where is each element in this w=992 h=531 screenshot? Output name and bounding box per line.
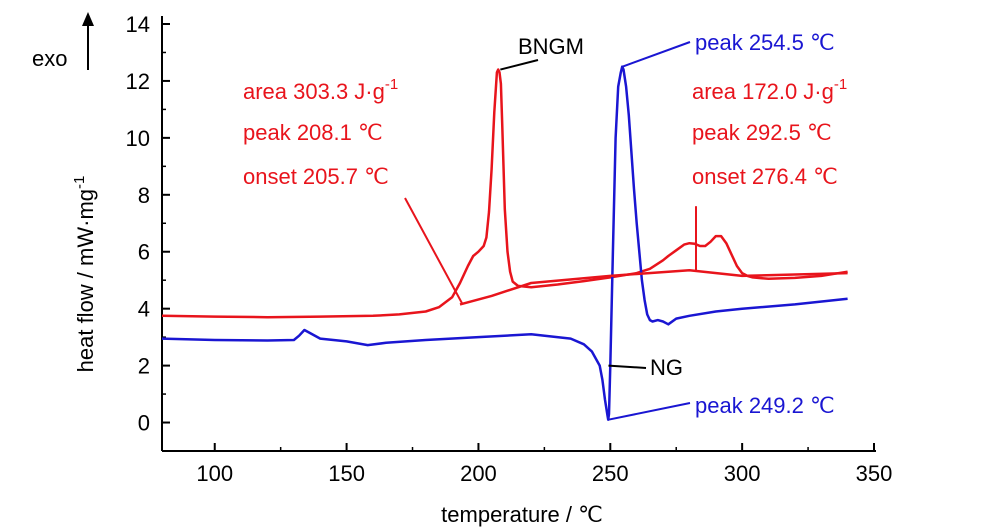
- bngm-peak2-onset: onset 276.4 ℃: [692, 164, 838, 189]
- x-tick-label: 200: [460, 461, 497, 486]
- leader-ng-endo: [608, 402, 691, 421]
- series-line-bngm: [161, 68, 848, 319]
- ng-endo-peak: peak 249.2 ℃: [695, 393, 835, 418]
- y-tick-label: 14: [126, 12, 150, 37]
- series-line-ng: [161, 65, 848, 421]
- x-tick-label: 250: [592, 461, 629, 486]
- y-axis-label-group: heat flow / mW·mg-1: [71, 176, 98, 373]
- y-tick-label: 6: [138, 240, 150, 265]
- exo-label: exo: [32, 46, 67, 71]
- leader-onset-1: [404, 197, 464, 305]
- svg-text:heat flow / mW·mg-1: heat flow / mW·mg-1: [71, 176, 98, 373]
- bngm-peak1-area: area 303.3 J·g-1: [243, 76, 398, 104]
- bngm-peak2-peak: peak 292.5 ℃: [692, 120, 832, 145]
- tick-labels: 100 150 200 250 300 350 0 2 4 6 8 10 12 14: [126, 12, 893, 486]
- bngm-peak1-peak: peak 208.1 ℃: [243, 120, 383, 145]
- leader-bngm: [500, 59, 539, 71]
- y-tick-label: 4: [138, 297, 150, 322]
- ng-exo-peak: peak 254.5 ℃: [695, 30, 835, 55]
- exo-arrow-icon: [82, 12, 94, 70]
- y-tick-label: 8: [138, 183, 150, 208]
- series-line-baseline-2: [459, 268, 848, 306]
- y-tick-label: 12: [126, 69, 150, 94]
- x-axis-label: temperature / ℃: [441, 502, 603, 527]
- x-tick-label: 300: [724, 461, 761, 486]
- leader-ng: [608, 364, 647, 369]
- x-tick-label: 100: [196, 461, 233, 486]
- y-axis-label: heat flow / mW·mg: [73, 189, 98, 372]
- label-ng: NG: [650, 355, 683, 380]
- bngm-peak1-onset: onset 205.7 ℃: [243, 164, 389, 189]
- leader-ng-exo: [622, 41, 691, 68]
- bngm-peak2-area: area 172.0 J·g-1: [692, 76, 847, 104]
- y-tick-label: 2: [138, 354, 150, 379]
- label-bngm: BNGM: [518, 34, 584, 59]
- y-tick-label: 0: [138, 411, 150, 436]
- axes: [161, 16, 876, 452]
- annotation-leaders: [404, 41, 697, 421]
- x-tick-label: 350: [856, 461, 893, 486]
- x-tick-label: 150: [328, 461, 365, 486]
- series-layer: [161, 65, 848, 421]
- y-tick-label: 10: [126, 126, 150, 151]
- y-axis-label-sup: -1: [71, 176, 88, 189]
